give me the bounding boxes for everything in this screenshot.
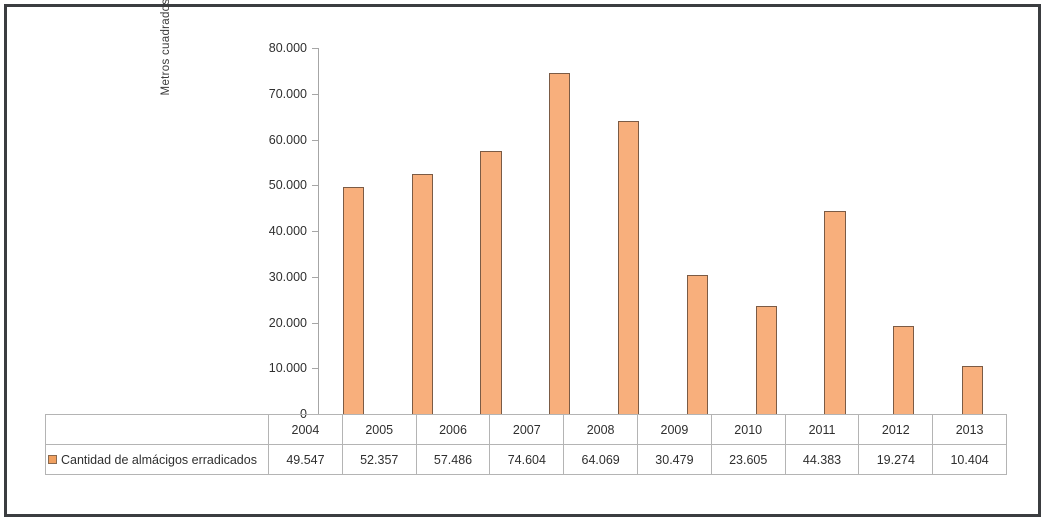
value-cell: 44.383 <box>784 444 860 475</box>
value-cell: 74.604 <box>489 444 565 475</box>
y-axis-line <box>318 48 319 415</box>
y-tick-mark <box>312 231 318 232</box>
bar-2009 <box>686 274 709 414</box>
bar-2011 <box>824 210 846 414</box>
category-cell: 2010 <box>710 414 786 445</box>
category-cell: 2009 <box>637 414 712 445</box>
bar-slot <box>869 48 938 414</box>
bar-2007 <box>549 72 571 414</box>
table-row-values: Cantidad de almácigos erradicados 49.547… <box>44 444 1007 475</box>
y-tick-mark <box>312 48 318 49</box>
category-cell: 2008 <box>563 414 639 445</box>
y-axis-tick-labels: 80.000 70.000 60.000 50.000 40.000 30.000 20.0… <box>235 38 307 424</box>
bar-slot <box>457 48 526 414</box>
y-tick-label: 30.000 <box>268 269 307 284</box>
bar-2013 <box>961 366 984 414</box>
value-cell: 23.605 <box>710 444 786 475</box>
bar-2004 <box>342 187 365 414</box>
bar-slot <box>732 48 801 414</box>
value-cell: 30.479 <box>637 444 712 475</box>
bar-slot <box>663 48 732 414</box>
bar-slot <box>319 48 388 414</box>
legend-entry: Cantidad de almácigos erradicados <box>44 444 270 475</box>
value-cell: 10.404 <box>932 444 1007 475</box>
bar-2006 <box>480 151 502 414</box>
data-table-area: 2004 2005 2006 2007 2008 2009 2010 2011 2012 2013… <box>44 414 1007 475</box>
y-tick-mark <box>312 185 318 187</box>
category-cell: 2012 <box>858 414 934 445</box>
chart-frame: Metros cuadrados 80.000 70.000 60.000 50.00… <box>4 0 1044 517</box>
value-cell: 64.069 <box>563 444 639 475</box>
y-axis-title: Metros cuadrados <box>160 0 172 96</box>
category-cell: 2007 <box>489 414 565 445</box>
y-tick-label: 80.000 <box>268 41 307 55</box>
bar-slot <box>594 48 663 414</box>
y-tick-label: 10.000 <box>268 361 307 376</box>
legend-label: Cantidad de almácigos erradicados <box>61 452 257 467</box>
y-tick-mark <box>312 93 318 95</box>
y-tick-label: 20.000 <box>268 315 307 330</box>
bar-slot <box>525 48 594 414</box>
category-cell: 2006 <box>415 414 491 445</box>
y-tick-label: 40.000 <box>268 224 307 238</box>
y-tick-mark <box>312 322 318 324</box>
table-row-categories: 2004 2005 2006 2007 2008 2009 2010 2011 2012 2013 <box>44 414 1007 445</box>
bar-slot <box>801 48 870 414</box>
plot-area: Metros cuadrados 80.000 70.000 60.000 50.00… <box>7 0 1044 437</box>
category-cell: 2005 <box>341 414 417 445</box>
category-cell: 2004 <box>268 414 343 445</box>
bar-2008 <box>617 120 640 414</box>
data-table: 2004 2005 2006 2007 2008 2009 2010 2011 2012 2013… <box>44 414 1007 475</box>
legend-swatch-icon <box>48 455 57 464</box>
value-cell: 52.357 <box>341 444 417 475</box>
y-tick-label: 50.000 <box>268 178 307 193</box>
y-tick-label: 70.000 <box>268 86 307 101</box>
bar-2010 <box>755 306 777 414</box>
category-row-corner <box>44 414 270 445</box>
y-tick-mark <box>312 276 318 278</box>
category-cell: 2013 <box>932 414 1007 445</box>
bar-series <box>319 48 1007 414</box>
bar-2012 <box>893 325 915 414</box>
y-tick-mark <box>312 139 318 141</box>
y-tick-mark <box>312 368 318 370</box>
y-tick-label: 60.000 <box>268 132 307 147</box>
value-cell: 49.547 <box>268 444 343 475</box>
bar-slot <box>388 48 457 414</box>
bar-2005 <box>411 174 433 414</box>
value-cell: 19.274 <box>858 444 934 475</box>
value-cell: 57.486 <box>415 444 491 475</box>
category-cell: 2011 <box>784 414 860 445</box>
bar-slot <box>938 48 1007 414</box>
